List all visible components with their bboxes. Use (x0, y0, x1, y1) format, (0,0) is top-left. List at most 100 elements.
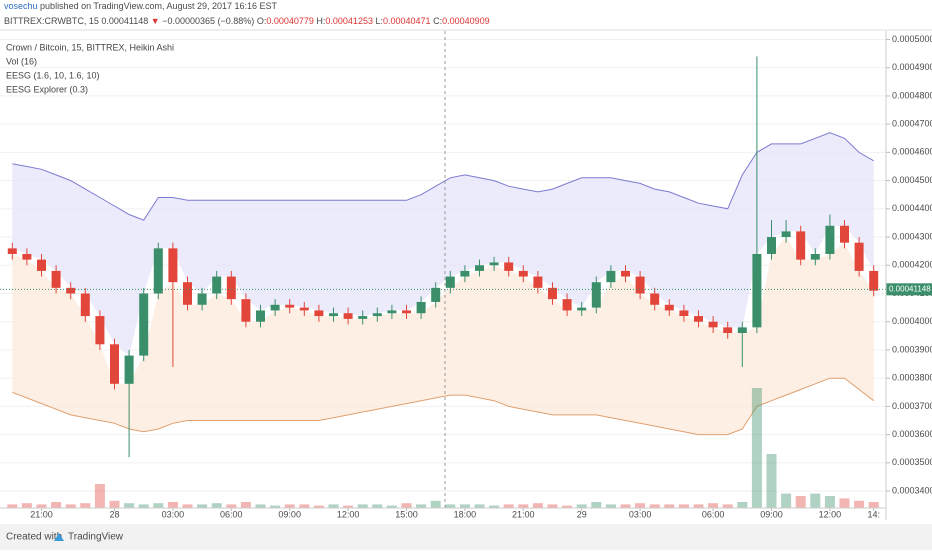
legend-entry: EESG (1.6, 10, 1.6, 10) (6, 70, 100, 80)
volume-bar (605, 504, 616, 508)
last-price-label: 0.00041148 (889, 284, 931, 293)
volume-bar (635, 503, 646, 508)
volume-bar (620, 504, 631, 508)
candle-body (95, 316, 105, 345)
y-tick-label: 0.00047000 (892, 119, 932, 129)
price: 0.00041148 (101, 16, 148, 26)
published: published on TradingView.com, August 29,… (40, 1, 277, 11)
volume-bar (65, 504, 76, 508)
volume-bar (518, 504, 529, 508)
candle-body (854, 242, 864, 271)
y-tick-label: 0.00044000 (892, 203, 932, 213)
y-tick-label: 0.00043000 (892, 231, 932, 241)
candle-body (796, 231, 806, 260)
candle-body (679, 310, 689, 317)
volume-bar (401, 503, 412, 508)
volume-bar (693, 504, 704, 508)
volume-bar (766, 454, 777, 508)
candle-body (752, 253, 762, 328)
candle-body (343, 313, 353, 319)
volume-bar (240, 502, 251, 508)
candle-body (358, 316, 368, 319)
volume-bar (124, 503, 135, 508)
change: −0.00000365 (−0.88%) (162, 16, 254, 26)
ohlc-value: 0.00040779 (266, 16, 314, 26)
band-line (12, 377, 875, 436)
ohlc-value: 0.00041253 (325, 16, 373, 26)
volume-bar (416, 504, 427, 508)
volume-bar (737, 502, 748, 508)
volume-bar (328, 504, 339, 508)
legend-entry: Crown / Bitcoin, 15, BITTREX, Heikin Ash… (6, 42, 174, 52)
volume-bar (708, 503, 719, 508)
x-tick-label: 03:00 (629, 509, 652, 519)
y-tick-label: 0.00039000 (892, 344, 932, 354)
y-tick-label: 0.00048000 (892, 90, 932, 100)
candle-body (387, 310, 397, 314)
ohlc-value: 0.00040909 (442, 16, 490, 26)
x-tick-label: 29 (577, 509, 587, 519)
x-tick-label: 21:00 (512, 509, 535, 519)
candle-body (621, 270, 630, 277)
candle-body (256, 310, 265, 322)
volume-bar (255, 504, 266, 508)
band-line (12, 132, 874, 221)
y-tick-label: 0.00050000 (892, 34, 932, 44)
volume-bar (678, 504, 689, 508)
volume-bar (7, 504, 18, 508)
candle-body (825, 225, 835, 254)
last-price-box (886, 283, 932, 296)
volume-bar (94, 484, 105, 508)
candle-body (767, 237, 776, 254)
arrow: ▼ (151, 16, 160, 26)
candle-body (153, 248, 163, 294)
ohlc-label: L: (375, 16, 383, 26)
candle-body (723, 327, 733, 334)
x-tick-label: 09:00 (760, 509, 783, 519)
candle-body (577, 307, 587, 311)
volume-bar (781, 493, 792, 508)
y-tick-label: 0.00045000 (892, 175, 932, 185)
candle-body (372, 313, 382, 317)
y-tick-label: 0.00038000 (892, 373, 932, 383)
x-tick-label: 18:00 (454, 509, 477, 519)
candle-body (416, 301, 426, 314)
candle-body (22, 253, 32, 260)
volume-bar (459, 504, 470, 508)
x-tick-label: 14: (867, 509, 880, 519)
volume-bar (649, 504, 660, 508)
candle-body (635, 276, 645, 294)
candle-body (810, 253, 820, 260)
volume-bar (36, 504, 47, 508)
volume-bar (313, 505, 324, 508)
footer (0, 524, 932, 550)
author[interactable]: vosechu (4, 1, 38, 11)
y-tick-label: 0.00036000 (892, 429, 932, 439)
volume-bar (810, 493, 821, 508)
volume-bar (386, 505, 397, 508)
ohlc-label: C: (433, 16, 442, 26)
volume-bar (270, 505, 281, 508)
lower-zone (12, 237, 874, 435)
y-tick-label: 0.00037000 (892, 401, 932, 411)
header-line: vosechu published on TradingView.com, Au… (4, 1, 278, 11)
volume-bar (474, 504, 485, 508)
candle-body (329, 313, 338, 317)
footer-brand[interactable]: TradingView (68, 532, 124, 543)
volume-bar (138, 504, 149, 508)
volume-bar (795, 496, 806, 508)
volume-bar (854, 500, 865, 508)
x-tick-label: 09:00 (278, 509, 301, 519)
volume-bar (591, 502, 602, 508)
y-tick-label: 0.00040000 (892, 316, 932, 326)
y-tick-label: 0.00046000 (892, 147, 932, 157)
candle-body (489, 262, 499, 266)
candle-body (197, 293, 207, 305)
candle-body (168, 248, 178, 283)
volume-bar (562, 505, 573, 508)
volume-bar (197, 504, 208, 508)
candle-body (124, 355, 134, 384)
candle-body (7, 248, 17, 254)
candle-body (504, 262, 514, 271)
